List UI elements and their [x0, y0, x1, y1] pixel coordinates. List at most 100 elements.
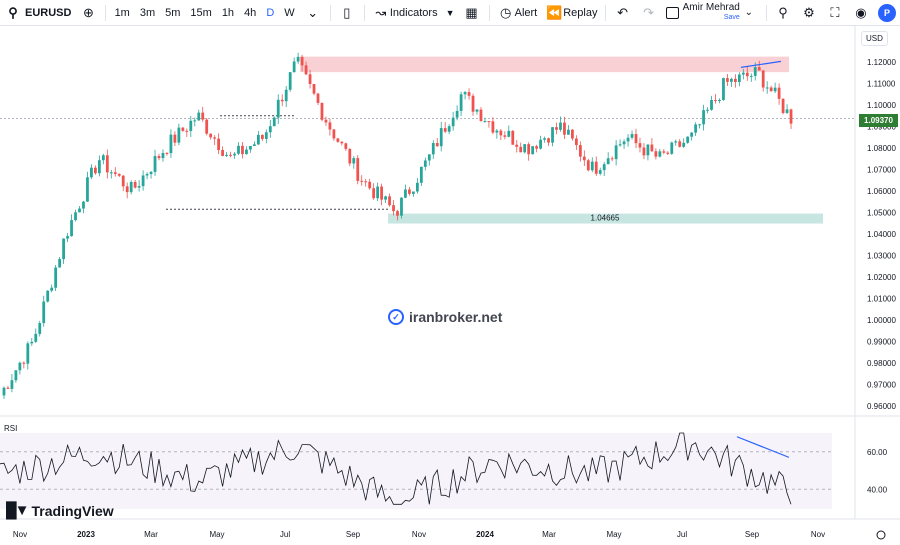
candle-body — [157, 156, 161, 159]
rsi-trendline — [736, 436, 790, 458]
candle-body — [62, 238, 65, 260]
timeframe-5m[interactable]: 5m — [165, 6, 181, 19]
candle-body — [491, 121, 495, 133]
timeframe-1m[interactable]: 1m — [114, 6, 130, 19]
tv-mark-icon: █▼ — [6, 502, 30, 519]
candle-body — [622, 141, 626, 145]
candle-body — [94, 167, 97, 174]
candle-body — [268, 126, 272, 133]
candle-body — [86, 177, 89, 202]
price-chart[interactable]: 1.12000 1.11000 1.10000 1.09000 1.08000 1.070… — [0, 26, 900, 545]
candle-body — [193, 120, 197, 122]
candle-body — [412, 191, 415, 194]
candle-body — [467, 92, 471, 96]
candle-body — [578, 145, 582, 157]
candle-body — [34, 333, 38, 342]
candle-body — [137, 186, 141, 188]
candle-body — [737, 74, 741, 83]
quick-search-button[interactable]: ⚲ — [770, 0, 796, 26]
candle-body — [618, 144, 622, 146]
candle-body — [559, 122, 562, 130]
candle-body — [427, 154, 431, 161]
candle-body — [396, 211, 399, 216]
candle-body — [757, 67, 761, 71]
chevron-down-icon: ⌄ — [307, 4, 319, 20]
candle-body — [221, 150, 224, 156]
price-tick-label: 1.07000 — [867, 166, 896, 175]
candle-body — [288, 72, 292, 90]
candle-body — [66, 236, 69, 239]
candle-body — [185, 130, 189, 132]
undo-icon: ↶ — [617, 4, 629, 20]
candle-body — [670, 142, 674, 154]
watermark: ✓ iranbroker.net — [388, 309, 502, 325]
fullscreen-button[interactable]: ⛶ — [822, 0, 848, 26]
candle-body — [360, 180, 364, 182]
timeframe-w[interactable]: W — [284, 6, 295, 19]
candle-body — [443, 128, 447, 132]
candle-body — [364, 181, 368, 183]
timeframe-15m[interactable]: 15m — [190, 6, 212, 19]
timeframe-dropdown[interactable]: ⌄ — [300, 0, 326, 26]
timeframe-4h[interactable]: 4h — [244, 6, 257, 19]
symbol-search[interactable]: ⚲ EURUSD — [0, 0, 75, 26]
price-tick-label: 0.97000 — [867, 381, 896, 390]
publish-button[interactable]: P — [874, 0, 900, 26]
layout-button[interactable]: ▦ — [459, 0, 485, 26]
tradingview-logo[interactable]: █▼ TradingView — [6, 502, 114, 519]
candle-body — [229, 154, 232, 156]
snapshot-button[interactable]: ◉ — [848, 0, 874, 26]
chart-type-button[interactable]: ▯ — [334, 0, 360, 26]
alert-button[interactable]: ◷ Alert — [493, 0, 542, 26]
candle-body — [459, 94, 463, 111]
candle-body — [571, 129, 574, 139]
candle-body — [523, 144, 527, 153]
settings-button[interactable]: ⚙ — [796, 0, 822, 26]
layout-name-button[interactable]: Amir Mehrad Save ⌄ — [662, 0, 762, 26]
supply-zone — [300, 56, 789, 73]
candle-body — [511, 130, 515, 145]
alarm-icon: ◷ — [499, 4, 512, 20]
candle-body — [316, 93, 320, 103]
timeframe-d[interactable]: D — [266, 6, 275, 19]
candle-body — [483, 121, 487, 123]
price-tick-label: 1.02000 — [867, 273, 896, 282]
rsi-label: RSI — [4, 424, 17, 433]
candle-body — [74, 212, 77, 221]
indicators-button[interactable]: ↝ Indicators ▼ — [368, 0, 459, 26]
candle-body — [686, 136, 690, 143]
candle-body — [761, 70, 765, 88]
candle-body — [439, 128, 443, 147]
candle-body — [121, 175, 125, 187]
time-tick-label: Nov — [13, 530, 27, 539]
timeframe-3m[interactable]: 3m — [139, 6, 156, 19]
candle-body — [634, 134, 638, 144]
candle-body — [348, 148, 352, 164]
replay-button[interactable]: ⏪ Replay — [541, 0, 601, 26]
publish-icon: P — [877, 3, 896, 22]
candle-body — [726, 78, 729, 82]
candle-body — [586, 160, 590, 171]
candle-body — [105, 155, 109, 173]
candle-body — [10, 380, 14, 389]
price-tick-label: 1.06000 — [867, 187, 896, 196]
candle-body — [328, 122, 332, 130]
undo-button[interactable]: ↶ — [610, 0, 636, 26]
candle-body — [245, 149, 248, 155]
candle-body — [745, 72, 749, 77]
candles-icon: ▯ — [343, 4, 351, 20]
candle-body — [495, 130, 499, 133]
add-symbol-button[interactable]: ⊕ — [75, 0, 101, 26]
candle-body — [602, 164, 606, 171]
price-tick-label: 1.00000 — [867, 316, 896, 325]
redo-button[interactable]: ↷ — [636, 0, 662, 26]
camera-icon: ◉ — [855, 4, 867, 20]
price-tick-label: 0.99000 — [867, 338, 896, 347]
watermark-text: iranbroker.net — [409, 309, 503, 325]
candle-body — [733, 78, 737, 83]
candle-body — [722, 78, 725, 100]
timeframe-1h[interactable]: 1h — [221, 6, 235, 19]
currency-selector[interactable]: USD — [861, 31, 888, 46]
candle-body — [543, 138, 546, 140]
candle-body — [276, 99, 280, 118]
